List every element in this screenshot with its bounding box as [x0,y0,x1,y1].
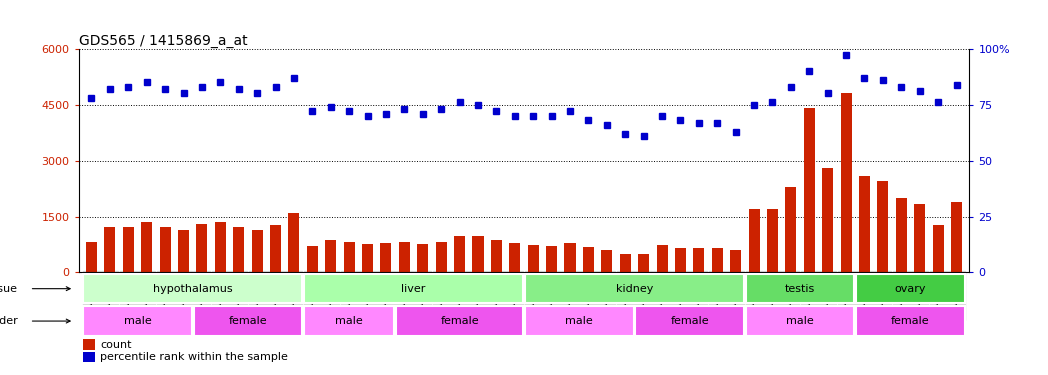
Text: female: female [440,316,479,326]
Bar [178,230,189,273]
FancyBboxPatch shape [856,306,965,336]
Bar [83,339,94,350]
Bar [234,227,244,273]
Bar [196,224,208,273]
Bar [785,187,796,273]
Text: testis: testis [785,284,815,294]
Bar [509,243,520,273]
Bar [656,245,668,273]
Bar [362,244,373,273]
Bar [252,230,263,273]
Bar [473,236,483,273]
Bar [454,236,465,273]
Bar [896,198,907,273]
Bar [123,226,134,273]
Bar [546,246,558,273]
Bar [951,202,962,273]
Bar [712,248,723,273]
Bar [859,176,870,273]
FancyBboxPatch shape [396,306,523,336]
Text: male: male [565,316,593,326]
Bar [436,242,446,273]
Text: male: male [124,316,151,326]
Bar [565,243,575,273]
Bar [767,209,778,273]
Bar [344,242,354,273]
FancyBboxPatch shape [83,274,302,303]
Text: percentile rank within the sample: percentile rank within the sample [100,352,288,362]
FancyBboxPatch shape [746,306,854,336]
Text: female: female [891,316,930,326]
FancyBboxPatch shape [746,274,854,303]
Bar [933,225,943,273]
Bar [619,254,631,273]
Bar [399,242,410,273]
Bar [215,222,225,273]
Text: count: count [100,340,131,350]
Bar [105,227,115,273]
Text: kidney: kidney [616,284,653,294]
Text: tissue: tissue [0,284,18,294]
FancyBboxPatch shape [525,306,633,336]
FancyBboxPatch shape [635,306,744,336]
Bar [840,93,852,273]
Bar [325,240,336,273]
Text: female: female [228,316,267,326]
Bar [877,181,889,273]
Bar [804,108,814,273]
Bar [417,244,429,273]
Bar [914,204,925,273]
FancyBboxPatch shape [194,306,302,336]
Text: liver: liver [401,284,425,294]
Text: GDS565 / 1415869_a_at: GDS565 / 1415869_a_at [79,34,247,48]
Bar [141,222,152,273]
Text: male: male [786,316,814,326]
FancyBboxPatch shape [304,274,523,303]
Text: gender: gender [0,316,18,326]
FancyBboxPatch shape [304,306,394,336]
Bar [307,246,318,273]
Text: hypothalamus: hypothalamus [153,284,233,294]
Bar [270,225,281,273]
Bar [748,209,760,273]
Bar [675,248,686,273]
Text: ovary: ovary [895,284,926,294]
FancyBboxPatch shape [525,274,744,303]
Text: female: female [671,316,708,326]
Bar [730,251,741,273]
Bar [694,248,704,273]
FancyBboxPatch shape [83,306,192,336]
FancyBboxPatch shape [856,274,965,303]
Bar [380,243,392,273]
Bar [602,250,612,273]
Bar [86,242,97,273]
Text: male: male [335,316,363,326]
Bar [159,227,171,273]
Bar [490,240,502,273]
Bar [638,254,649,273]
Bar [288,213,300,273]
Bar [823,168,833,273]
Bar [528,245,539,273]
Bar [583,247,594,273]
Bar [83,352,94,362]
